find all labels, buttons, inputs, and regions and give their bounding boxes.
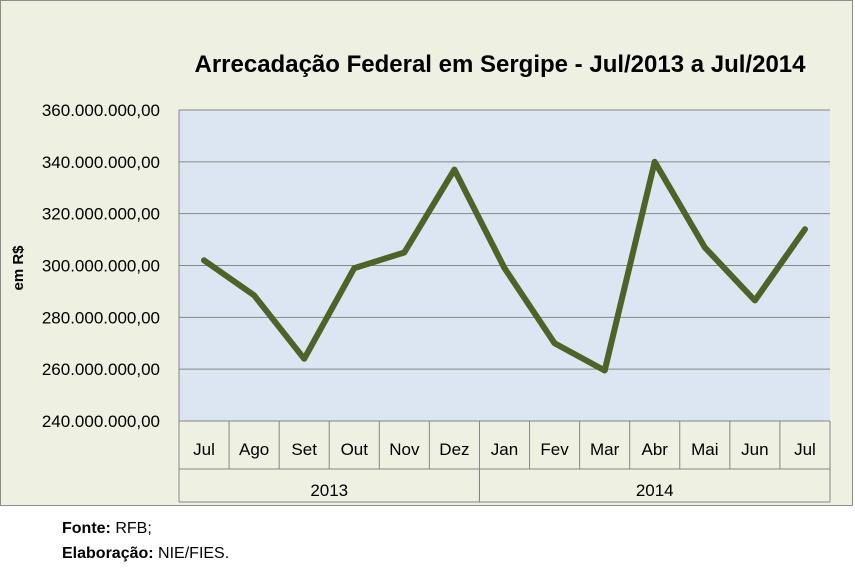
y-tick-label: 260.000.000,00 <box>42 360 160 379</box>
x-tick-label: Out <box>341 440 369 459</box>
x-tick-label: Mai <box>691 440 718 459</box>
chart-title: Arrecadação Federal em Sergipe - Jul/201… <box>195 51 807 78</box>
x-tick-label: Nov <box>389 440 420 459</box>
x-tick-label: Jun <box>741 440 768 459</box>
x-tick-label: Ago <box>239 440 269 459</box>
y-tick-label: 280.000.000,00 <box>42 308 160 327</box>
x-tick-label: Set <box>291 440 317 459</box>
series-line <box>201 158 808 374</box>
credit-label: Elaboração: <box>62 545 154 562</box>
source-label: Fonte: <box>62 520 111 537</box>
x-tick-label: Mar <box>590 440 620 459</box>
y-tick-label: 360.000.000,00 <box>42 101 160 120</box>
group-label: 2014 <box>636 481 674 500</box>
x-tick-label: Dez <box>439 440 469 459</box>
y-tick-label: 300.000.000,00 <box>42 257 160 276</box>
source-note: Fonte: RFB; <box>62 520 152 538</box>
x-tick-label: Abr <box>641 440 668 459</box>
y-tick-label: 340.000.000,00 <box>42 153 160 172</box>
credit-value: NIE/FIES. <box>158 545 230 562</box>
y-tick-label: 320.000.000,00 <box>42 205 160 224</box>
credit-note: Elaboração: NIE/FIES. <box>62 545 229 563</box>
y-axis: 240.000.000,00 260.000.000,00 280.000.000,… <box>42 101 160 431</box>
line-chart: 240.000.000,00 260.000.000,00 280.000.000,… <box>10 51 831 503</box>
x-tick-label: Fev <box>540 440 569 459</box>
y-tick-label: 240.000.000,00 <box>42 412 160 431</box>
x-tick-label: Jul <box>193 440 215 459</box>
source-value: RFB; <box>115 520 152 537</box>
x-tick-label: Jan <box>491 440 518 459</box>
y-axis-label: em R$ <box>10 245 27 291</box>
group-label: 2013 <box>310 481 348 500</box>
x-axis: Jul Ago Set Out Nov Dez Jan Fev Mar Abr Mai Jun Jul 2… <box>178 421 831 503</box>
x-tick-label: Jul <box>794 440 816 459</box>
